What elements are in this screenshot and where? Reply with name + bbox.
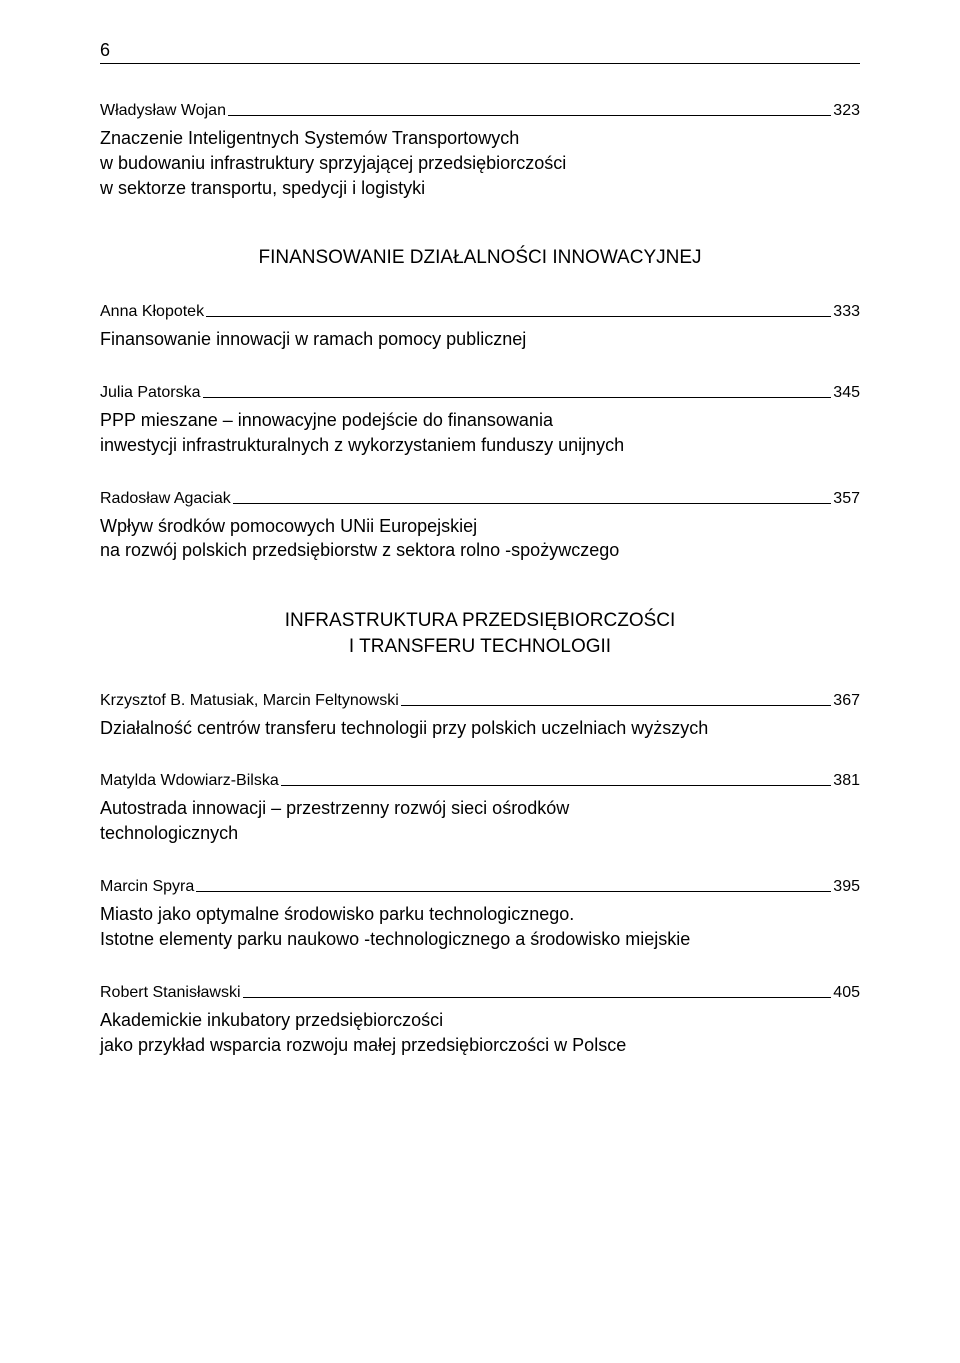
- toc-entry: Marcin Spyra 395 Miasto jako optymalne ś…: [100, 878, 860, 952]
- page-ref: 333: [833, 303, 860, 321]
- leader-line: [203, 396, 832, 398]
- entry-desc: Wpływ środków pomocowych UNii Europejski…: [100, 514, 860, 564]
- author-name: Władysław Wojan: [100, 102, 226, 120]
- leader-line: [281, 784, 832, 786]
- entry-desc: PPP mieszane – innowacyjne podejście do …: [100, 408, 860, 458]
- toc-entry: Robert Stanisławski 405 Akademickie inku…: [100, 984, 860, 1058]
- page-ref: 367: [833, 692, 860, 710]
- toc-entry: Radosław Agaciak 357 Wpływ środków pomoc…: [100, 490, 860, 564]
- entry-desc: Miasto jako optymalne środowisko parku t…: [100, 902, 860, 952]
- page-ref: 381: [833, 772, 860, 790]
- page-ref: 395: [833, 878, 860, 896]
- entry-desc: Autostrada innowacji – przestrzenny rozw…: [100, 796, 860, 846]
- author-line: Krzysztof B. Matusiak, Marcin Feltynowsk…: [100, 692, 860, 710]
- page-ref: 323: [833, 102, 860, 120]
- entry-desc: Akademickie inkubatory przedsiębiorczośc…: [100, 1008, 860, 1058]
- toc-entry: Władysław Wojan 323 Znaczenie Inteligent…: [100, 102, 860, 200]
- author-line: Robert Stanisławski 405: [100, 984, 860, 1002]
- leader-line: [206, 315, 831, 317]
- author-line: Marcin Spyra 395: [100, 878, 860, 896]
- page-ref: 345: [833, 384, 860, 402]
- leader-line: [196, 890, 831, 892]
- author-name: Krzysztof B. Matusiak, Marcin Feltynowsk…: [100, 692, 399, 710]
- page-ref: 405: [833, 984, 860, 1002]
- leader-line: [228, 114, 831, 116]
- author-line: Julia Patorska 345: [100, 384, 860, 402]
- toc-entry: Julia Patorska 345 PPP mieszane – innowa…: [100, 384, 860, 458]
- entry-desc: Działalność centrów transferu technologi…: [100, 716, 860, 741]
- page-number: 6: [100, 40, 110, 60]
- leader-line: [401, 704, 832, 706]
- section-title: INFRASTRUKTURA PRZEDSIĘBIORCZOŚCII TRANS…: [100, 608, 860, 659]
- author-name: Radosław Agaciak: [100, 490, 231, 508]
- page-number-row: 6: [100, 40, 860, 64]
- author-line: Władysław Wojan 323: [100, 102, 860, 120]
- author-name: Matylda Wdowiarz-Bilska: [100, 772, 279, 790]
- leader-line: [243, 996, 832, 998]
- author-line: Anna Kłopotek 333: [100, 303, 860, 321]
- author-name: Julia Patorska: [100, 384, 201, 402]
- leader-line: [233, 502, 832, 504]
- author-name: Anna Kłopotek: [100, 303, 204, 321]
- author-line: Radosław Agaciak 357: [100, 490, 860, 508]
- entry-desc: Finansowanie innowacji w ramach pomocy p…: [100, 327, 860, 352]
- toc-entry: Anna Kłopotek 333 Finansowanie innowacji…: [100, 303, 860, 352]
- page: 6 Władysław Wojan 323 Znaczenie Intelige…: [0, 0, 960, 1363]
- toc-entry: Krzysztof B. Matusiak, Marcin Feltynowsk…: [100, 692, 860, 741]
- author-name: Robert Stanisławski: [100, 984, 241, 1002]
- author-name: Marcin Spyra: [100, 878, 194, 896]
- entry-desc: Znaczenie Inteligentnych Systemów Transp…: [100, 126, 860, 200]
- section-title: FINANSOWANIE DZIAŁALNOŚCI INNOWACYJNEJ: [100, 245, 860, 271]
- toc-entry: Matylda Wdowiarz-Bilska 381 Autostrada i…: [100, 772, 860, 846]
- page-ref: 357: [833, 490, 860, 508]
- author-line: Matylda Wdowiarz-Bilska 381: [100, 772, 860, 790]
